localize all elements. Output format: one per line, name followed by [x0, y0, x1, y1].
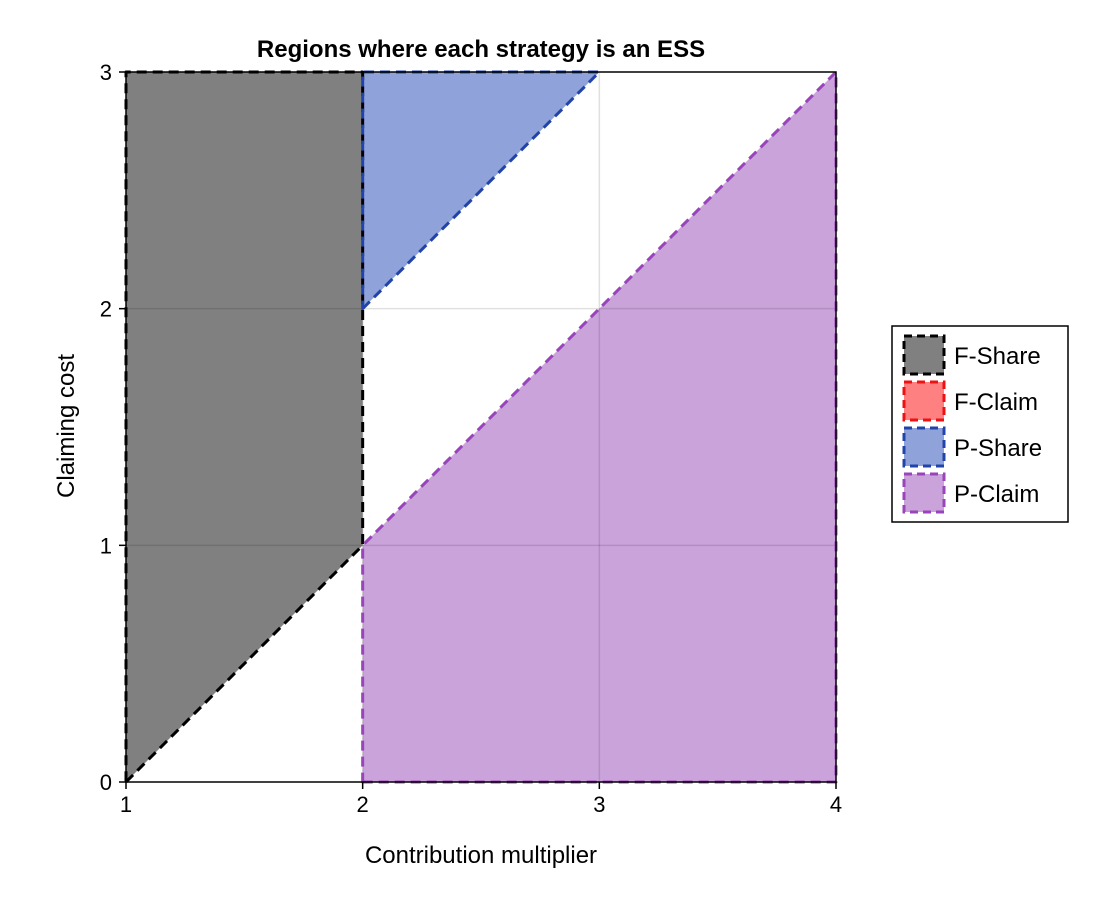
legend-swatch-p-share — [902, 426, 946, 468]
x-tick-label: 3 — [593, 792, 605, 817]
y-axis-ticks: 0 1 2 3 — [100, 60, 126, 795]
y-tick-label: 2 — [100, 297, 112, 322]
x-axis-ticks: 1 2 3 4 — [120, 782, 842, 817]
x-axis-label: Contribution multiplier — [365, 842, 597, 869]
plot-frame — [125, 71, 837, 783]
legend: F-Share F-Claim P-Share P-Claim — [891, 325, 1069, 523]
legend-swatch-f-share — [902, 334, 946, 376]
legend-label-p-share: P-Share — [954, 435, 1042, 462]
x-tick-label: 4 — [830, 792, 842, 817]
y-tick-label: 1 — [100, 533, 112, 558]
y-tick-label: 3 — [100, 60, 112, 85]
x-tick-label: 1 — [120, 792, 132, 817]
x-tick-label: 2 — [357, 792, 369, 817]
legend-label-p-claim: P-Claim — [954, 481, 1039, 508]
y-tick-label: 0 — [100, 770, 112, 795]
legend-label-f-share: F-Share — [954, 343, 1041, 370]
region-p-claim — [362, 72, 836, 782]
chart-title: Regions where each strategy is an ESS — [257, 36, 705, 63]
legend-swatch-p-claim — [902, 472, 946, 514]
y-axis-label: Claiming cost — [53, 354, 80, 498]
legend-swatch-f-claim — [902, 380, 946, 422]
region-f-share — [126, 72, 363, 782]
legend-label-f-claim: F-Claim — [954, 389, 1038, 416]
